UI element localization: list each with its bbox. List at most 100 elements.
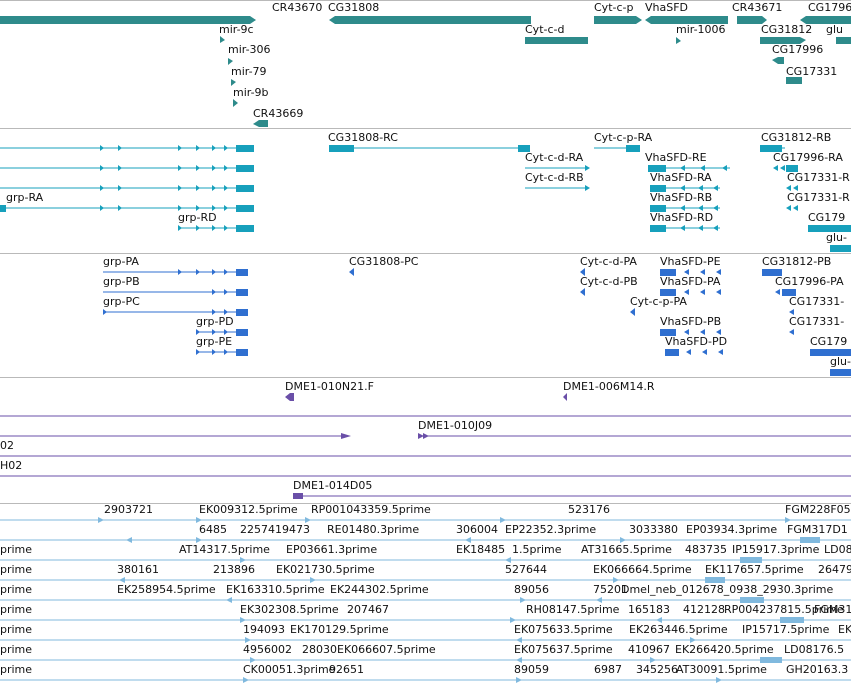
gene-glyph[interactable] (645, 16, 728, 24)
est-label[interactable]: 6987 (594, 663, 622, 676)
protein-label[interactable]: Cyt-c-d-PA (580, 255, 637, 268)
gene-label[interactable]: Cyt-c-p (594, 1, 634, 14)
protein-label[interactable]: CG31808-PC (349, 255, 419, 268)
est-label[interactable]: 3033380 (629, 523, 678, 536)
gene-label[interactable]: CG17996 (772, 43, 824, 56)
gene-glyph[interactable] (786, 77, 802, 84)
est-label[interactable]: 380161 (117, 563, 159, 576)
transcript-label[interactable]: Cyt-c-d-RB (525, 171, 584, 184)
exon[interactable] (236, 145, 254, 152)
protein-label[interactable]: grp-PB (103, 275, 140, 288)
exon[interactable] (236, 205, 254, 212)
est-label[interactable]: 412128 (683, 603, 725, 616)
gene-glyph[interactable] (228, 58, 233, 65)
gene-label[interactable]: CR43669 (253, 107, 304, 120)
est-label[interactable]: 4956002 (243, 643, 292, 656)
protein-label[interactable]: grp-PD (196, 315, 234, 328)
transcript-label[interactable]: CG31812-RB (761, 131, 832, 144)
est-label[interactable]: EK009312.5prime (199, 503, 298, 516)
gene-glyph[interactable] (0, 16, 256, 24)
gene-label[interactable]: CG17331 (786, 65, 838, 78)
gene-glyph[interactable] (772, 57, 784, 64)
est-label[interactable]: prime (0, 603, 33, 616)
est-label[interactable]: 213896 (213, 563, 255, 576)
transcript-label[interactable]: VhaSFD-RD (650, 211, 714, 224)
est-label[interactable]: 6485 (199, 523, 227, 536)
gene-label[interactable]: mir-306 (228, 43, 271, 56)
est-label[interactable]: RP004237815.5prime (724, 603, 844, 616)
exon[interactable] (518, 145, 530, 152)
est-label[interactable]: 483735 (685, 543, 727, 556)
est-label[interactable]: RE01480.3prime (327, 523, 420, 536)
est-label[interactable]: 2257419473 (240, 523, 310, 536)
protein-label[interactable]: CG179 (810, 335, 848, 348)
clone-label[interactable]: DME1-010N21.F (285, 380, 374, 393)
gene-label[interactable]: mir-79 (231, 65, 267, 78)
clone-label[interactable]: DME1-010J09 (418, 419, 493, 432)
transcript-label[interactable]: CG17996-RA (773, 151, 843, 164)
gene-glyph[interactable] (253, 120, 268, 127)
est-label[interactable]: EK075633.5prime (514, 623, 613, 636)
est-label[interactable]: EK075637.5prime (514, 643, 613, 656)
est-label[interactable]: 92651 (329, 663, 364, 676)
est-label[interactable]: FGM228F05 (785, 503, 851, 516)
gene-label[interactable]: Cyt-c-d (525, 23, 565, 36)
protein-label[interactable]: VhaSFD-PD (665, 335, 728, 348)
transcript-label[interactable]: grp-RA (6, 191, 44, 204)
est-label[interactable]: 527644 (505, 563, 547, 576)
est-label[interactable]: prime (0, 583, 33, 596)
est-label[interactable]: 194093 (243, 623, 285, 636)
transcript-label[interactable]: Cyt-c-p-RA (594, 131, 653, 144)
exon[interactable] (236, 185, 254, 192)
est-label[interactable]: FGM317D1 (787, 523, 848, 536)
protein-label[interactable]: grp-PC (103, 295, 140, 308)
gene-label[interactable]: VhaSFD (645, 1, 689, 14)
transcript-label[interactable]: VhaSFD-RA (650, 171, 712, 184)
est-label[interactable]: prime (0, 563, 33, 576)
est-label[interactable]: 1.5prime (512, 543, 562, 556)
transcript-label[interactable]: CG17331-R (787, 171, 850, 184)
transcript-label[interactable]: glu- (826, 231, 847, 244)
gene-label[interactable]: CR43671 (732, 1, 783, 14)
gene-glyph[interactable] (737, 16, 767, 24)
est-label[interactable]: AT31665.5prime (581, 543, 672, 556)
protein-label[interactable]: CG17331- (789, 295, 845, 308)
gene-label[interactable]: mir-9b (233, 86, 269, 99)
protein-label[interactable]: VhaSFD-PE (660, 255, 721, 268)
gene-label[interactable]: CG31812 (761, 23, 813, 36)
transcript-label[interactable]: VhaSFD-RB (650, 191, 713, 204)
est-label[interactable]: EK021730.5prime (276, 563, 375, 576)
protein-label[interactable]: CG17996-PA (775, 275, 844, 288)
est-label[interactable]: EK244302.5prime (330, 583, 429, 596)
est-label[interactable]: 207467 (347, 603, 389, 616)
est-label[interactable]: CK00051.3prime (243, 663, 336, 676)
est-label[interactable]: EK266420.5prime (675, 643, 774, 656)
est-label[interactable]: 410967 (628, 643, 670, 656)
est-label[interactable]: AT14317.5prime (179, 543, 270, 556)
transcript-label[interactable]: grp-RD (178, 211, 217, 224)
est-label[interactable]: RP001043359.5prime (311, 503, 431, 516)
est-label[interactable]: prime (0, 543, 33, 556)
gene-label[interactable]: glu (826, 23, 844, 36)
est-label[interactable]: 26479 (818, 563, 851, 576)
protein-label[interactable]: grp-PE (196, 335, 233, 348)
est-label[interactable]: EK066607.5prime (337, 643, 436, 656)
gene-glyph[interactable] (760, 37, 806, 44)
est-label[interactable]: EP03934.3prime (686, 523, 778, 536)
transcript-label[interactable]: VhaSFD-RE (645, 151, 707, 164)
est-label[interactable]: 75201 (593, 583, 628, 596)
est-label[interactable]: AT30091.5prime (676, 663, 767, 676)
est-label[interactable]: EK302308.5prime (240, 603, 339, 616)
est-label[interactable]: IP15717.5prime (742, 623, 830, 636)
gene-glyph[interactable] (676, 37, 681, 44)
gene-glyph[interactable] (233, 99, 238, 107)
gene-glyph[interactable] (594, 16, 642, 24)
transcript-label[interactable]: CG17331-R (787, 191, 850, 204)
gene-label[interactable]: CR43670 (272, 1, 323, 14)
est-label[interactable]: 2903721 (104, 503, 153, 516)
gene-glyph[interactable] (836, 37, 851, 44)
protein-label[interactable]: CG31812-PB (762, 255, 832, 268)
transcript-label[interactable]: CG179 (808, 211, 846, 224)
est-label[interactable]: EK263446.5prime (629, 623, 728, 636)
